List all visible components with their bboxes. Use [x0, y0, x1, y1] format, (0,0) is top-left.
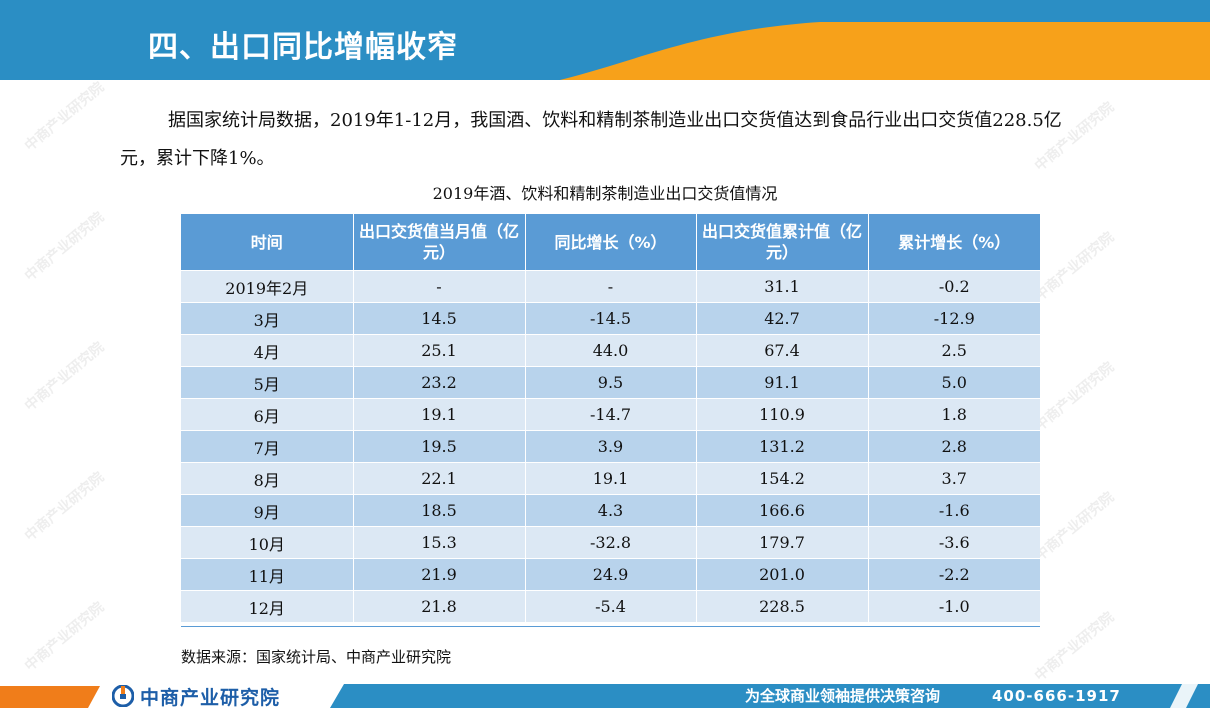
footer-slogan: 为全球商业领袖提供决策咨询: [745, 687, 941, 705]
watermark: 中商产业研究院: [1031, 489, 1118, 565]
watermark: 中商产业研究院: [21, 469, 108, 545]
table-header-row: 时间 出口交货值当月值（亿元） 同比增长（%） 出口交货值累计值（亿元） 累计增…: [181, 214, 1040, 271]
cell-time: 2019年2月: [181, 270, 354, 303]
column-header-cumulative-value: 出口交货值累计值（亿元）: [696, 214, 869, 271]
table-row: 10月 15.3 -32.8 179.7 -3.6: [181, 526, 1040, 559]
cell-cumulative-growth: 3.7: [868, 462, 1040, 495]
footer-orange-tab: [0, 686, 100, 708]
cell-yoy-growth: 3.9: [525, 430, 697, 463]
cell-monthly-value: -: [353, 270, 526, 303]
cell-cumulative-value: 42.7: [696, 302, 869, 335]
watermark: 中商产业研究院: [21, 599, 108, 675]
table-row: 11月 21.9 24.9 201.0 -2.2: [181, 558, 1040, 591]
cell-cumulative-growth: 2.8: [868, 430, 1040, 463]
table-title: 2019年酒、饮料和精制茶制造业出口交货值情况: [432, 184, 778, 203]
watermark: 中商产业研究院: [1031, 609, 1118, 685]
cell-monthly-value: 15.3: [353, 526, 526, 559]
cell-monthly-value: 22.1: [353, 462, 526, 495]
logo-text: 中商产业研究院: [140, 686, 281, 709]
header-orange-swoosh: [560, 22, 1210, 80]
cell-cumulative-growth: 1.8: [868, 398, 1040, 431]
cell-yoy-growth: 19.1: [525, 462, 697, 495]
watermark: 中商产业研究院: [21, 79, 108, 155]
cell-monthly-value: 19.5: [353, 430, 526, 463]
column-header-monthly-value: 出口交货值当月值（亿元）: [353, 214, 526, 271]
cell-monthly-value: 18.5: [353, 494, 526, 527]
cell-time: 3月: [181, 302, 354, 335]
cell-cumulative-value: 91.1: [696, 366, 869, 399]
cell-monthly-value: 14.5: [353, 302, 526, 335]
cell-cumulative-value: 67.4: [696, 334, 869, 367]
table-row: 5月 23.2 9.5 91.1 5.0: [181, 366, 1040, 399]
watermark: 中商产业研究院: [1031, 359, 1118, 435]
cell-yoy-growth: 9.5: [525, 366, 697, 399]
cell-cumulative-value: 166.6: [696, 494, 869, 527]
data-source: 数据来源：国家统计局、中商产业研究院: [181, 648, 452, 666]
watermark: 中商产业研究院: [1031, 229, 1118, 305]
cell-cumulative-value: 131.2: [696, 430, 869, 463]
cell-cumulative-value: 228.5: [696, 590, 869, 622]
cell-cumulative-growth: -0.2: [868, 270, 1040, 303]
cell-cumulative-growth: -1.6: [868, 494, 1040, 527]
header-banner: 四、出口同比增幅收窄: [0, 0, 1210, 80]
table-row: 12月 21.8 -5.4 228.5 -1.0: [181, 590, 1040, 622]
cell-time: 6月: [181, 398, 354, 431]
cell-monthly-value: 21.8: [353, 590, 526, 622]
cell-monthly-value: 19.1: [353, 398, 526, 431]
cell-yoy-growth: -14.7: [525, 398, 697, 431]
cell-time: 8月: [181, 462, 354, 495]
cell-yoy-growth: 44.0: [525, 334, 697, 367]
cell-yoy-growth: 24.9: [525, 558, 697, 591]
table-row: 9月 18.5 4.3 166.6 -1.6: [181, 494, 1040, 527]
cell-cumulative-growth: -3.6: [868, 526, 1040, 559]
body-paragraph: 据国家统计局数据，2019年1-12月，我国酒、饮料和精制茶制造业出口交货值达到…: [120, 110, 1062, 169]
cell-time: 10月: [181, 526, 354, 559]
cell-time: 4月: [181, 334, 354, 367]
cell-monthly-value: 25.1: [353, 334, 526, 367]
cell-cumulative-growth: -1.0: [868, 590, 1040, 622]
column-header-yoy-growth: 同比增长（%）: [525, 214, 697, 271]
cell-yoy-growth: -5.4: [525, 590, 697, 622]
cell-time: 9月: [181, 494, 354, 527]
footer-blue-bar: [330, 684, 1210, 708]
table-row: 6月 19.1 -14.7 110.9 1.8: [181, 398, 1040, 431]
footer-phone: 400-666-1917: [992, 687, 1121, 705]
cell-yoy-growth: 4.3: [525, 494, 697, 527]
table-row: 3月 14.5 -14.5 42.7 -12.9: [181, 302, 1040, 335]
table-row: 4月 25.1 44.0 67.4 2.5: [181, 334, 1040, 367]
table-bottom-rule: [181, 626, 1040, 627]
cell-time: 12月: [181, 590, 354, 622]
table-row: 8月 22.1 19.1 154.2 3.7: [181, 462, 1040, 495]
cell-cumulative-growth: 2.5: [868, 334, 1040, 367]
cell-cumulative-growth: -12.9: [868, 302, 1040, 335]
cell-cumulative-value: 179.7: [696, 526, 869, 559]
cell-cumulative-value: 201.0: [696, 558, 869, 591]
cell-time: 7月: [181, 430, 354, 463]
logo-icon: [112, 685, 134, 707]
table-row: 7月 19.5 3.9 131.2 2.8: [181, 430, 1040, 463]
cell-monthly-value: 23.2: [353, 366, 526, 399]
watermark: 中商产业研究院: [21, 339, 108, 415]
column-header-cumulative-growth: 累计增长（%）: [868, 214, 1040, 271]
column-header-time: 时间: [181, 214, 354, 271]
cell-monthly-value: 21.9: [353, 558, 526, 591]
cell-cumulative-value: 31.1: [696, 270, 869, 303]
cell-yoy-growth: -14.5: [525, 302, 697, 335]
page-title: 四、出口同比增幅收窄: [148, 30, 458, 65]
cell-cumulative-value: 110.9: [696, 398, 869, 431]
cell-yoy-growth: -32.8: [525, 526, 697, 559]
watermark: 中商产业研究院: [21, 209, 108, 285]
cell-cumulative-value: 154.2: [696, 462, 869, 495]
cell-time: 5月: [181, 366, 354, 399]
cell-yoy-growth: -: [525, 270, 697, 303]
export-value-table: 时间 出口交货值当月值（亿元） 同比增长（%） 出口交货值累计值（亿元） 累计增…: [181, 214, 1040, 622]
footer-logo: 中商产业研究院: [112, 682, 280, 710]
cell-cumulative-growth: 5.0: [868, 366, 1040, 399]
cell-cumulative-growth: -2.2: [868, 558, 1040, 591]
table-row: 2019年2月 - -31.1 -0.2: [181, 270, 1040, 303]
cell-time: 11月: [181, 558, 354, 591]
